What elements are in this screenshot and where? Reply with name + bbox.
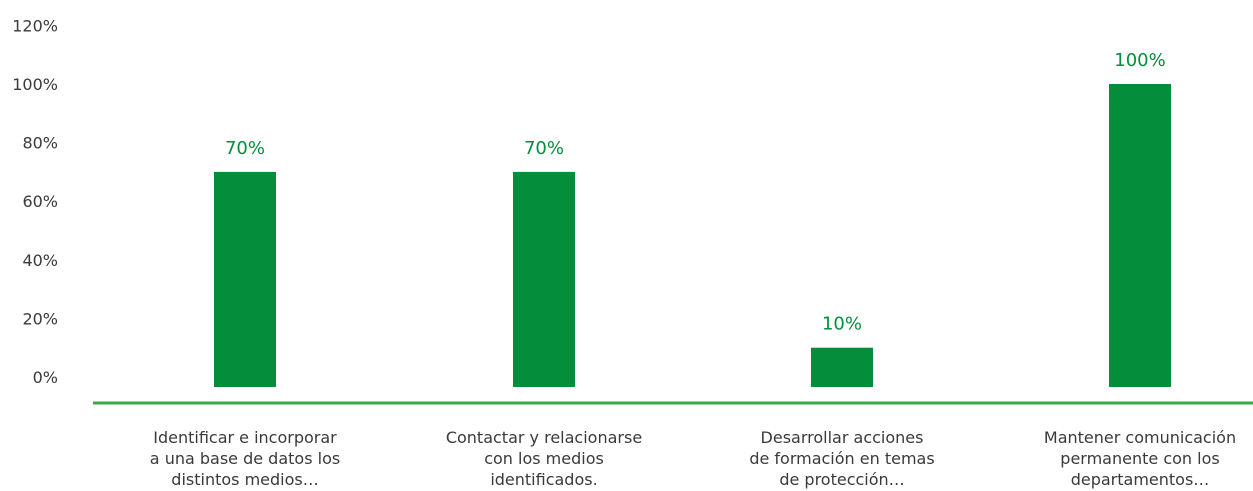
category-label-line: a una base de datos los: [150, 449, 340, 468]
y-axis-tick-labels: 0% 20% 40% 60% 80% 100% 120%: [12, 16, 58, 387]
category-label-line: Contactar y relacionarse: [446, 428, 642, 447]
category-label-line: permanente con los: [1060, 449, 1219, 468]
category-label-line: Desarrollar acciones: [761, 428, 924, 447]
data-label: 100%: [1114, 50, 1165, 71]
category-label-line: de formación en temas: [749, 449, 934, 468]
data-label: 70%: [524, 138, 564, 159]
bar: [513, 171, 575, 387]
y-tick-label: 0%: [33, 368, 58, 387]
bar: [1109, 84, 1171, 387]
category-label-line: distintos medios…: [171, 470, 318, 489]
category-label-line: de protección…: [779, 470, 904, 489]
data-label: 10%: [822, 314, 862, 335]
category-label-line: identificados.: [490, 470, 597, 489]
bars: [214, 84, 1171, 387]
category-label: Contactar y relacionarse con los medios id…: [446, 428, 642, 489]
bar: [811, 347, 873, 387]
category-label-line: departamentos…: [1071, 470, 1210, 489]
bar: [214, 171, 276, 387]
category-label: Desarrollar acciones de formación en tema…: [749, 428, 934, 489]
y-tick-label: 60%: [22, 192, 58, 211]
category-label: Identificar e incorporar a una base de da…: [150, 428, 340, 489]
data-labels: 70% 70% 10% 100%: [225, 50, 1166, 335]
y-tick-label: 80%: [22, 134, 58, 153]
category-label-line: Identificar e incorporar: [153, 428, 337, 447]
y-tick-label: 100%: [12, 75, 58, 94]
category-label-line: con los medios: [484, 449, 604, 468]
category-label-line: Mantener comunicación: [1044, 428, 1236, 447]
category-labels: Identificar e incorporar a una base de da…: [150, 428, 1236, 489]
y-tick-label: 120%: [12, 16, 58, 35]
y-tick-label: 40%: [22, 251, 58, 270]
category-label: Mantener comunicación permanente con los d…: [1044, 428, 1236, 489]
y-tick-label: 20%: [22, 309, 58, 328]
data-label: 70%: [225, 138, 265, 159]
